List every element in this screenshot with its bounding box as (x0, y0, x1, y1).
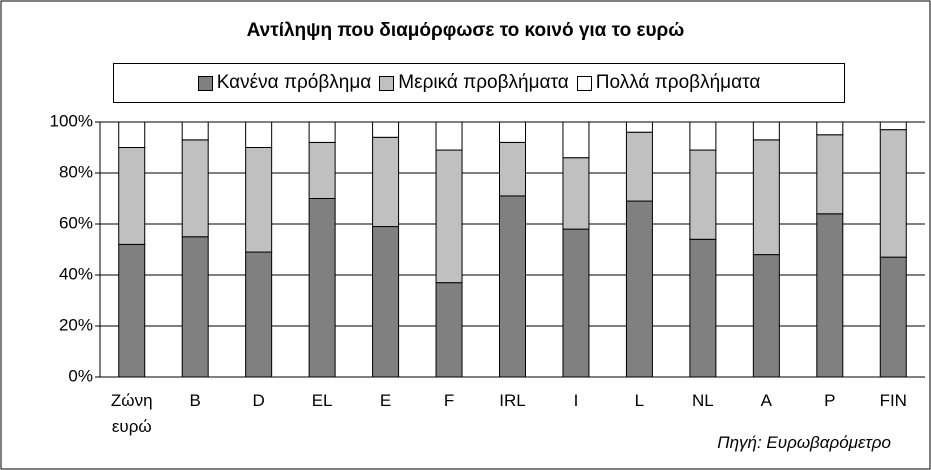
y-tick-label: 40% (59, 264, 93, 283)
bar-segment (752, 139, 780, 256)
x-tick-label: B (189, 391, 201, 410)
x-tick-label: F (443, 391, 455, 410)
bar-segment (118, 121, 146, 148)
bar-segment (245, 147, 273, 253)
bar-segment (499, 195, 526, 378)
legend-item: Μερικά προβλήματα (379, 72, 569, 94)
y-tick-label: 0% (68, 366, 93, 385)
legend-item: Πολλά προβλήματα (576, 72, 761, 94)
bar-segment (118, 147, 146, 245)
x-tick-label: E (379, 391, 392, 410)
x-tick-label: IRL (499, 391, 526, 410)
bar-segment (625, 121, 653, 133)
chart-title: Αντίληψη που διαμόρφωσε το κοινό για το … (246, 20, 685, 41)
bar-segment (625, 131, 653, 202)
x-tick-label: D (252, 391, 265, 410)
bar-segment (245, 251, 273, 378)
legend: Κανένα πρόβλημα Μερικά προβλήματα Πολλά πρ… (113, 63, 845, 103)
bar-segment (562, 121, 590, 159)
bar-segment (625, 200, 653, 378)
bar-segment (816, 121, 844, 136)
bar-segment (435, 149, 463, 284)
bar-segment (118, 243, 146, 378)
bar-segment (372, 121, 400, 138)
x-tick-label: EL (311, 391, 333, 410)
bar-segment (308, 141, 336, 199)
x-tick-label: I (573, 391, 579, 410)
bar-segment (181, 121, 209, 141)
bar-segment (308, 198, 336, 378)
bar-segment (816, 134, 844, 215)
legend-label: Πολλά προβλήματα (595, 72, 761, 93)
legend-swatch (197, 75, 213, 91)
bar-segment (879, 121, 907, 131)
bar-segment (372, 136, 400, 228)
legend-label: Μερικά προβλήματα (398, 72, 569, 93)
x-tick-label: Ζώνη ευρώ (110, 391, 153, 436)
y-tick-label: 80% (59, 162, 93, 181)
bar-segment (689, 121, 717, 151)
y-tick-label: 100% (50, 111, 93, 130)
x-tick-label: FIN (879, 391, 907, 410)
x-tick-label: A (760, 391, 772, 410)
bar-segment (245, 121, 273, 148)
bar-segment (562, 157, 590, 230)
bar-segment (816, 213, 844, 378)
bar-segment (879, 129, 907, 258)
bar-segment (499, 141, 526, 197)
x-tick-label: NL (692, 391, 714, 410)
bar-segment (181, 236, 209, 378)
x-tick-label: L (634, 391, 645, 410)
bar-segment (689, 149, 717, 240)
legend-item: Κανένα πρόβλημα (197, 72, 372, 94)
y-tick-label: 20% (59, 315, 93, 334)
bar-segment (372, 226, 400, 378)
x-tick-label: P (824, 391, 836, 410)
bar-segment (499, 121, 526, 143)
bar-segment (435, 121, 463, 151)
source-note: Πηγή: Ευρωβαρόμετρο (717, 433, 891, 452)
bar-segment (308, 121, 336, 143)
legend-label: Κανένα πρόβλημα (216, 72, 372, 93)
y-tick-label: 60% (59, 213, 93, 232)
bar-segment (752, 254, 780, 378)
legend-swatch (576, 75, 592, 91)
bar-segment (562, 228, 590, 378)
bar-segment (879, 256, 907, 378)
bar-segment (752, 121, 780, 141)
bar-segment (181, 139, 209, 238)
bar-segment (689, 238, 717, 378)
legend-swatch (379, 75, 395, 91)
bar-segment (435, 282, 463, 378)
